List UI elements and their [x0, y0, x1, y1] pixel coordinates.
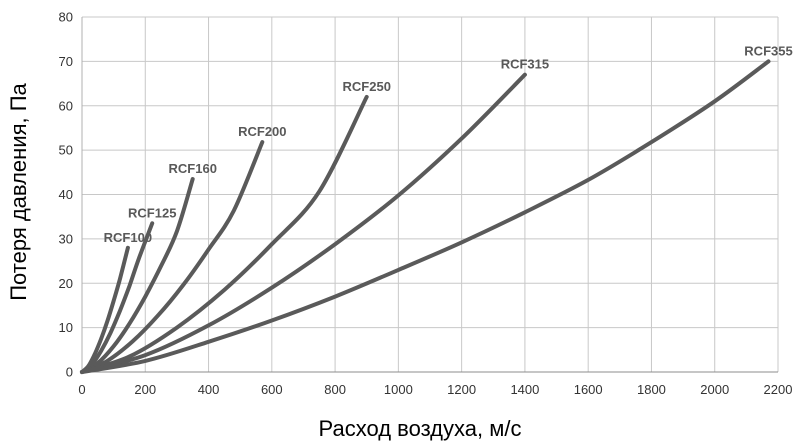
series-label-rcf315: RCF315: [501, 57, 549, 72]
y-tick-label: 70: [59, 54, 73, 69]
x-tick-labels: 0 200 400 600 800 1000 1200 1400 1600 1800 2000 220…: [78, 382, 792, 397]
y-tick-label: 50: [59, 143, 73, 158]
series-label-rcf125: RCF125: [128, 205, 176, 220]
x-tick-label: 1200: [447, 382, 476, 397]
series-label-rcf355: RCF355: [744, 43, 792, 58]
x-tick-label: 2000: [700, 382, 729, 397]
y-tick-label: 80: [59, 10, 73, 25]
series-line-rcf160: [80, 177, 195, 374]
y-tick-label: 30: [59, 231, 73, 246]
x-tick-label: 1400: [510, 382, 539, 397]
y-tick-label: 40: [59, 187, 73, 202]
y-tick-label: 60: [59, 98, 73, 113]
series-label-rcf200: RCF200: [238, 124, 286, 139]
x-tick-label: 2200: [764, 382, 793, 397]
x-axis-title: Расход воздуха, м/с: [319, 416, 522, 441]
y-tick-label: 0: [66, 365, 73, 380]
y-tick-labels: 0 10 20 30 40 50 60 70 80: [59, 10, 73, 380]
x-tick-label: 400: [198, 382, 220, 397]
axes: [81, 17, 778, 373]
x-tick-label: 0: [78, 382, 85, 397]
series-label-rcf250: RCF250: [343, 79, 391, 94]
series-line-rcf355: [80, 59, 771, 374]
x-tick-label: 200: [134, 382, 156, 397]
x-tick-label: 1000: [384, 382, 413, 397]
x-tick-label: 600: [261, 382, 283, 397]
series-label-rcf100: RCF100: [104, 230, 152, 245]
series-labels: RCF100 RCF125 RCF160 RCF200 RCF250 RCF315 RCF3…: [104, 43, 793, 244]
y-axis-title: Потеря давления, Па: [6, 82, 31, 300]
series-label-rcf160: RCF160: [169, 161, 217, 176]
series-line-rcf125: [80, 221, 155, 374]
x-tick-label: 800: [324, 382, 346, 397]
series-line-rcf250: [80, 94, 369, 374]
series-lines: [80, 59, 771, 374]
grid: [82, 16, 779, 372]
y-tick-label: 10: [59, 320, 73, 335]
series-line-rcf200: [80, 140, 265, 374]
x-tick-label: 1600: [574, 382, 603, 397]
series-line-rcf315: [80, 72, 527, 374]
y-tick-label: 20: [59, 276, 73, 291]
x-tick-label: 1800: [637, 382, 666, 397]
